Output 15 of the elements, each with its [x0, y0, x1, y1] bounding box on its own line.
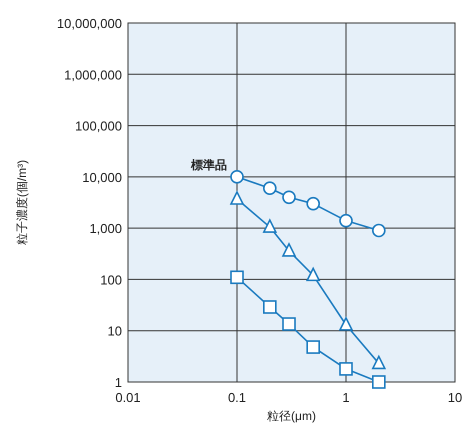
- x-tick-label: 0.1: [228, 390, 246, 405]
- y-tick-label: 1,000,000: [64, 67, 122, 82]
- series-label: 標準品: [190, 158, 227, 172]
- y-tick-label: 1,000: [89, 221, 122, 236]
- y-tick-label: 100,000: [75, 118, 122, 134]
- x-tick-label: 0.01: [115, 390, 141, 405]
- x-tick-label: 1: [342, 390, 350, 405]
- y-tick-label: 10,000: [82, 170, 122, 185]
- x-tick-label: 10: [448, 390, 462, 405]
- y-tick-label: 100: [100, 272, 122, 288]
- y-tick-label: 10: [108, 324, 122, 339]
- y-tick-label: 10,000,000: [56, 16, 122, 31]
- y-tick-label: 1: [114, 375, 122, 390]
- y-axis-title: 粒子濃度(個/m³): [15, 160, 29, 246]
- x-axis-title: 粒径(μm): [267, 409, 316, 423]
